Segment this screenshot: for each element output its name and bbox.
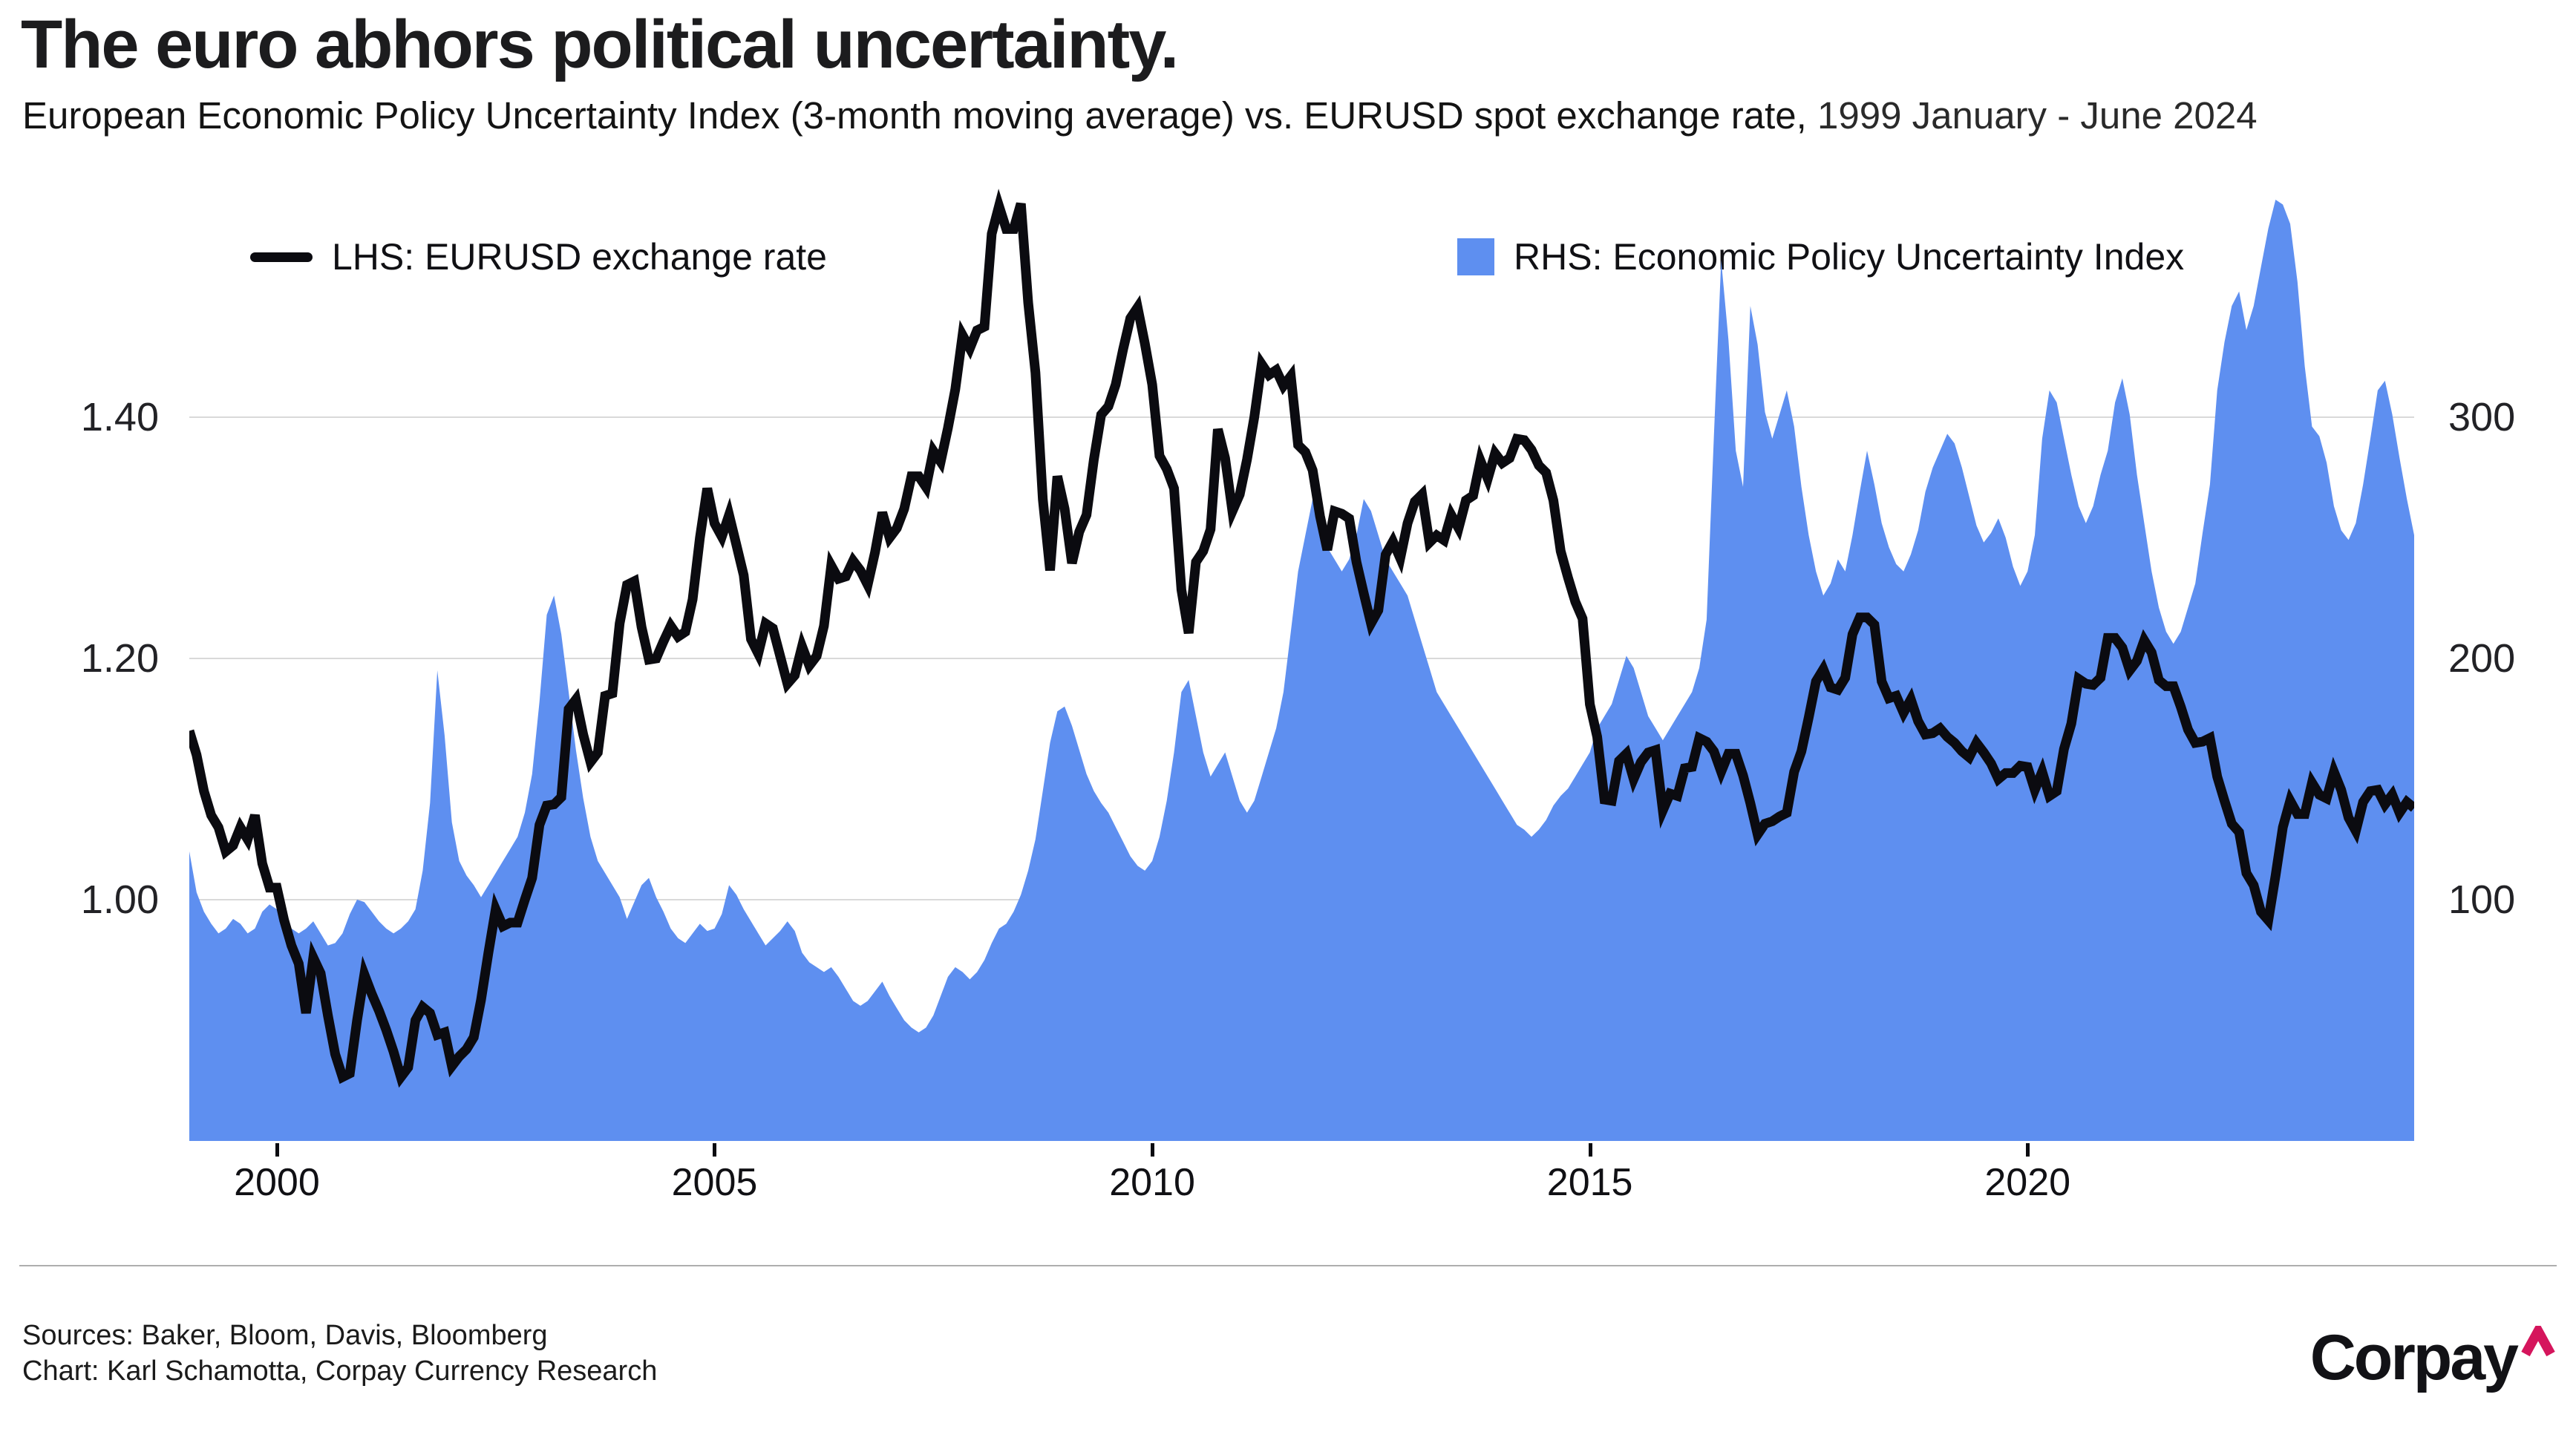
sources-note: Sources: Baker, Bloom, Davis, Bloomberg [22,1320,548,1351]
legend-lhs-label: LHS: EURUSD exchange rate [332,236,827,278]
chart-subtitle-period: 1999 January - June 2024 [1806,94,2258,137]
epu-area-series [189,200,2414,1141]
x-axis-tick-label: 2015 [1546,1161,1633,1204]
lhs-axis-tick-label: 1.40 [80,394,159,439]
x-axis-tick [2026,1143,2030,1157]
x-axis-tick [1151,1143,1155,1157]
plot-area [189,189,2414,1141]
footer-separator [19,1265,2557,1266]
credit-note: Chart: Karl Schamotta, Corpay Currency R… [22,1355,658,1387]
legend-lhs: LHS: EURUSD exchange rate [250,235,827,279]
corpay-logo: Corpay [2310,1321,2555,1395]
x-axis-tick [275,1143,279,1157]
rhs-axis-tick-label: 300 [2448,394,2516,439]
line-swatch-icon [250,252,313,262]
page-title: The euro abhors political uncertainty. [21,7,1179,82]
x-axis-tick-label: 2000 [234,1161,320,1204]
x-axis-tick-label: 2020 [1984,1161,2071,1204]
chart-subtitle-main: European Economic Policy Uncertainty Ind… [22,94,1807,137]
chart-subtitle: European Economic Policy Uncertainty Ind… [22,94,2258,137]
corpay-wordmark: Corpay [2309,1322,2519,1393]
rhs-axis-tick-label: 100 [2448,877,2516,922]
x-axis-tick [713,1143,717,1157]
lhs-axis-tick-label: 1.00 [80,877,159,922]
x-axis-tick-label: 2005 [671,1161,758,1204]
x-axis-tick-label: 2010 [1109,1161,1195,1204]
x-axis-tick [1588,1143,1592,1157]
eurusd-line-series [189,189,2414,1088]
lhs-axis-tick-label: 1.20 [80,635,159,681]
legend-rhs-label: RHS: Economic Policy Uncertainty Index [1514,236,2185,278]
y-gridline [189,416,2414,418]
legend-rhs: RHS: Economic Policy Uncertainty Index [1457,235,2184,279]
area-swatch-icon [1457,238,1494,275]
rhs-axis-tick-label: 200 [2448,635,2516,681]
caret-up-icon [2521,1326,2555,1357]
